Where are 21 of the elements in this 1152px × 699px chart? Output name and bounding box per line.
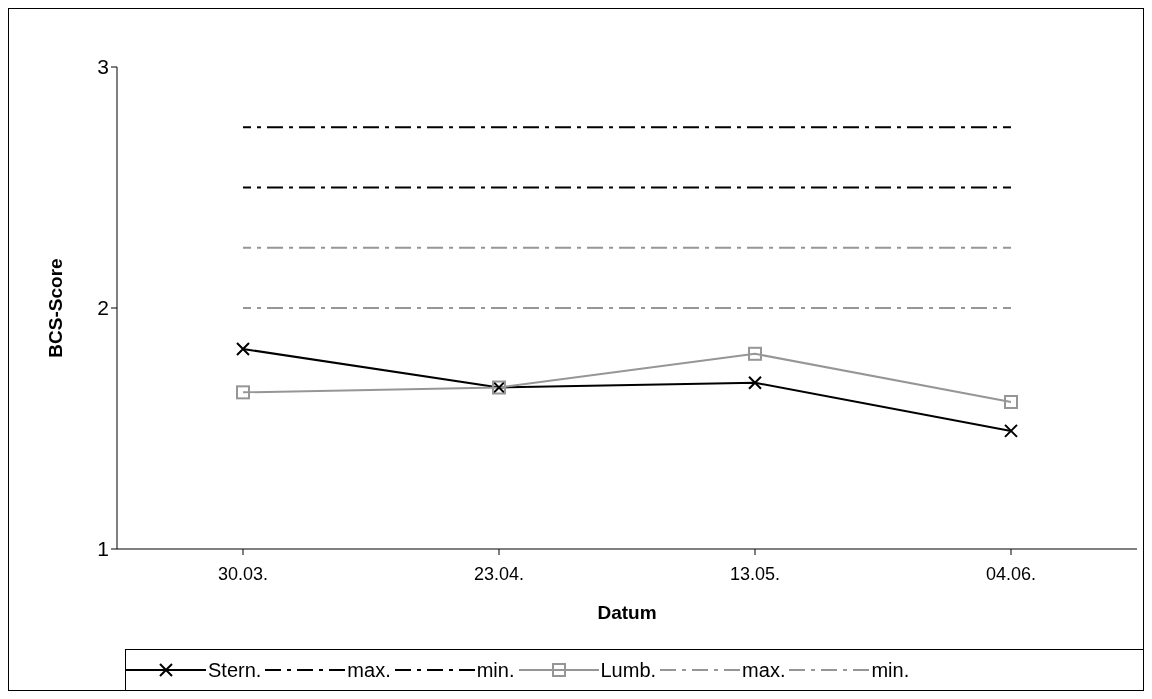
x-tick-label: 13.05. [729,563,781,584]
x-axis-title: Datum [597,602,657,623]
y-tick-label: 2 [97,296,109,320]
point [1004,423,1018,438]
x-tick-label: 23.04. [473,563,525,584]
y-axis-title: BCS-Score [44,258,66,358]
legend-label: Lumb. [600,658,657,682]
point [236,385,250,400]
y-tick-label: 3 [97,55,109,79]
legend-label: Stern. [208,658,262,682]
point [748,346,762,361]
legend-label: max. [742,658,786,682]
y-tick-label: 1 [97,537,109,561]
point [1004,394,1018,409]
x-tick-label: 30.03. [217,563,269,584]
legend-label: min. [871,658,910,682]
legend-label: min. [476,658,515,682]
x-tick-label: 04.06. [985,563,1037,584]
point [748,375,762,390]
point [236,341,250,356]
legend-label: max. [347,658,391,682]
